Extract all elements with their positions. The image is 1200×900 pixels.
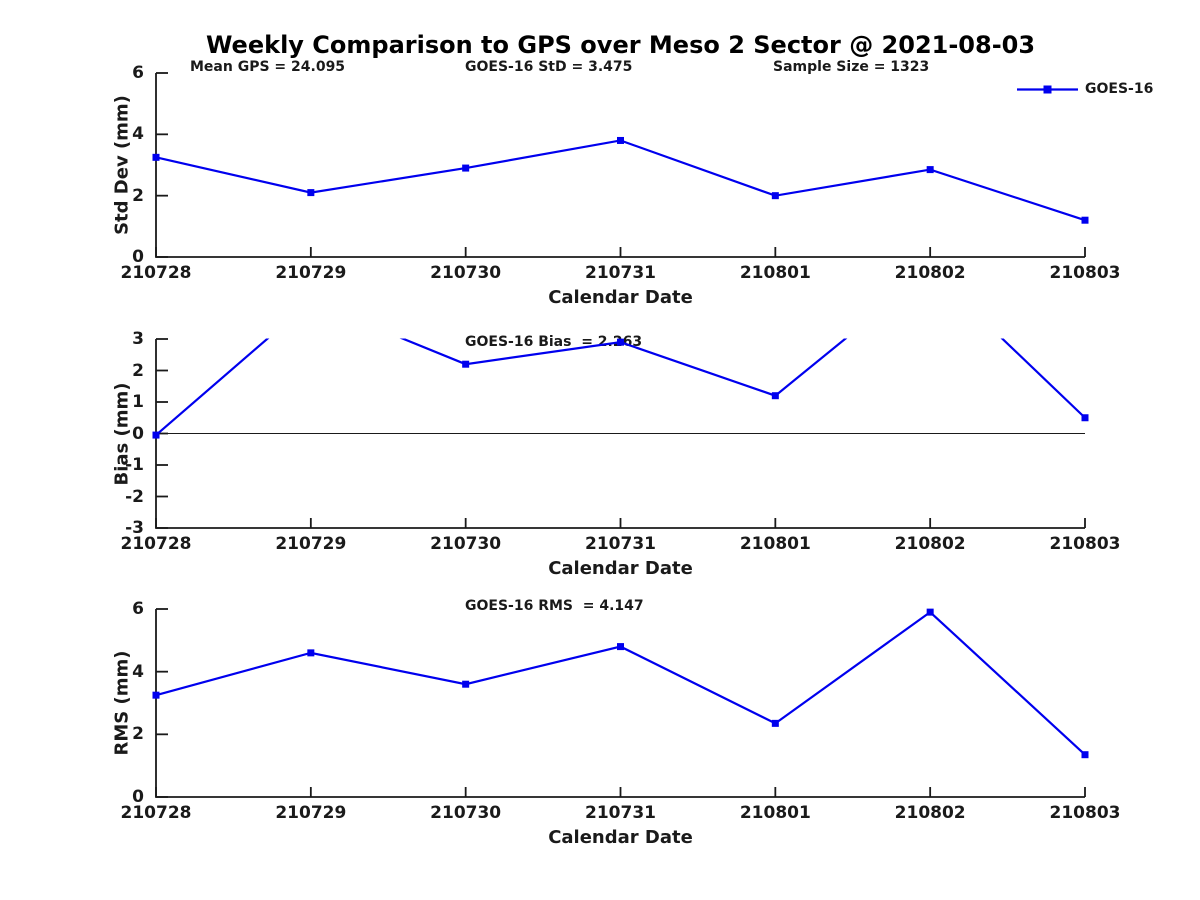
data-marker [771,192,779,200]
data-marker [771,719,779,727]
x-tick-label: 210731 [585,263,656,283]
ylabel-std-dev: Std Dev (mm) [111,95,133,235]
data-marker [462,360,470,368]
legend-marker [1043,85,1052,94]
data-marker [1081,751,1089,759]
data-marker [617,136,624,144]
y-tick-label: 1 [132,392,144,412]
x-tick-label: 210729 [275,534,347,554]
x-tick-label: 210728 [120,263,192,283]
y-tick-label: 2 [132,360,144,381]
data-marker [307,189,315,197]
data-line [155,610,1086,756]
data-marker [462,164,470,172]
axis-line [155,339,1085,529]
figure-title: Weekly Comparison to GPS over Meso 2 Sec… [205,31,1036,59]
x-tick-label: 210731 [585,534,656,554]
y-tick-label: -3 [125,518,144,538]
y-tick-label: 0 [132,247,144,267]
x-tick-label: 210730 [430,534,502,554]
y-tick-label: 4 [132,661,144,682]
y-tick-label: -1 [125,455,144,475]
x-tick-label: 210801 [739,534,811,554]
data-marker [152,431,160,439]
data-marker [926,166,934,174]
data-marker [152,153,160,161]
x-tick-label: 210803 [1049,263,1121,283]
x-tick-label: 210803 [1049,534,1121,554]
data-marker [307,649,315,657]
data-marker [617,643,624,651]
x-tick-label: 210801 [739,803,811,823]
annotation-mean-gps: Mean GPS = 24.095 [190,59,346,75]
x-tick-label: 210728 [120,534,192,554]
axis-line [155,609,1085,798]
y-tick-label: 0 [132,423,144,444]
y-tick-label: 6 [132,599,144,619]
y-tick-label: 6 [132,63,144,83]
y-tick-label: 2 [132,724,144,745]
y-tick-label: 0 [132,787,144,807]
legend-label: GOES-16 [1085,81,1154,97]
xlabel-bias: Calendar Date [548,558,693,579]
data-marker [152,691,160,699]
data-marker [462,680,470,688]
annotation-goes16-bias: GOES-16 Bias = 2.263 [465,334,643,350]
data-marker [926,608,934,616]
x-tick-label: 210728 [120,803,192,823]
y-tick-label: 3 [132,329,144,349]
annotation-sample-size: Sample Size = 1323 [773,59,930,75]
x-tick-label: 210802 [894,803,966,823]
annotation-goes16-std: GOES-16 StD = 3.475 [465,59,633,75]
x-tick-label: 210730 [430,803,502,823]
xlabel-rms: Calendar Date [548,827,693,848]
x-tick-label: 210729 [275,263,347,283]
xlabel-std-dev: Calendar Date [548,287,693,308]
data-line [155,139,1086,222]
annotation-goes16-rms: GOES-16 RMS = 4.147 [465,598,644,614]
axis-line [155,73,1085,258]
data-marker [1081,414,1089,422]
x-tick-label: 210803 [1049,803,1121,823]
y-tick-label: 4 [132,124,144,145]
x-tick-label: 210729 [275,803,347,823]
x-tick-label: 210802 [894,263,966,283]
data-marker [771,392,779,400]
x-tick-label: 210802 [894,534,966,554]
x-tick-label: 210730 [430,263,502,283]
y-tick-label: -2 [125,486,144,507]
data-marker [1081,216,1089,224]
data-markers [152,136,1089,224]
data-markers [152,608,1089,759]
y-tick-label: 2 [132,185,144,206]
x-tick-label: 210801 [739,263,811,283]
x-tick-label: 210731 [585,803,656,823]
